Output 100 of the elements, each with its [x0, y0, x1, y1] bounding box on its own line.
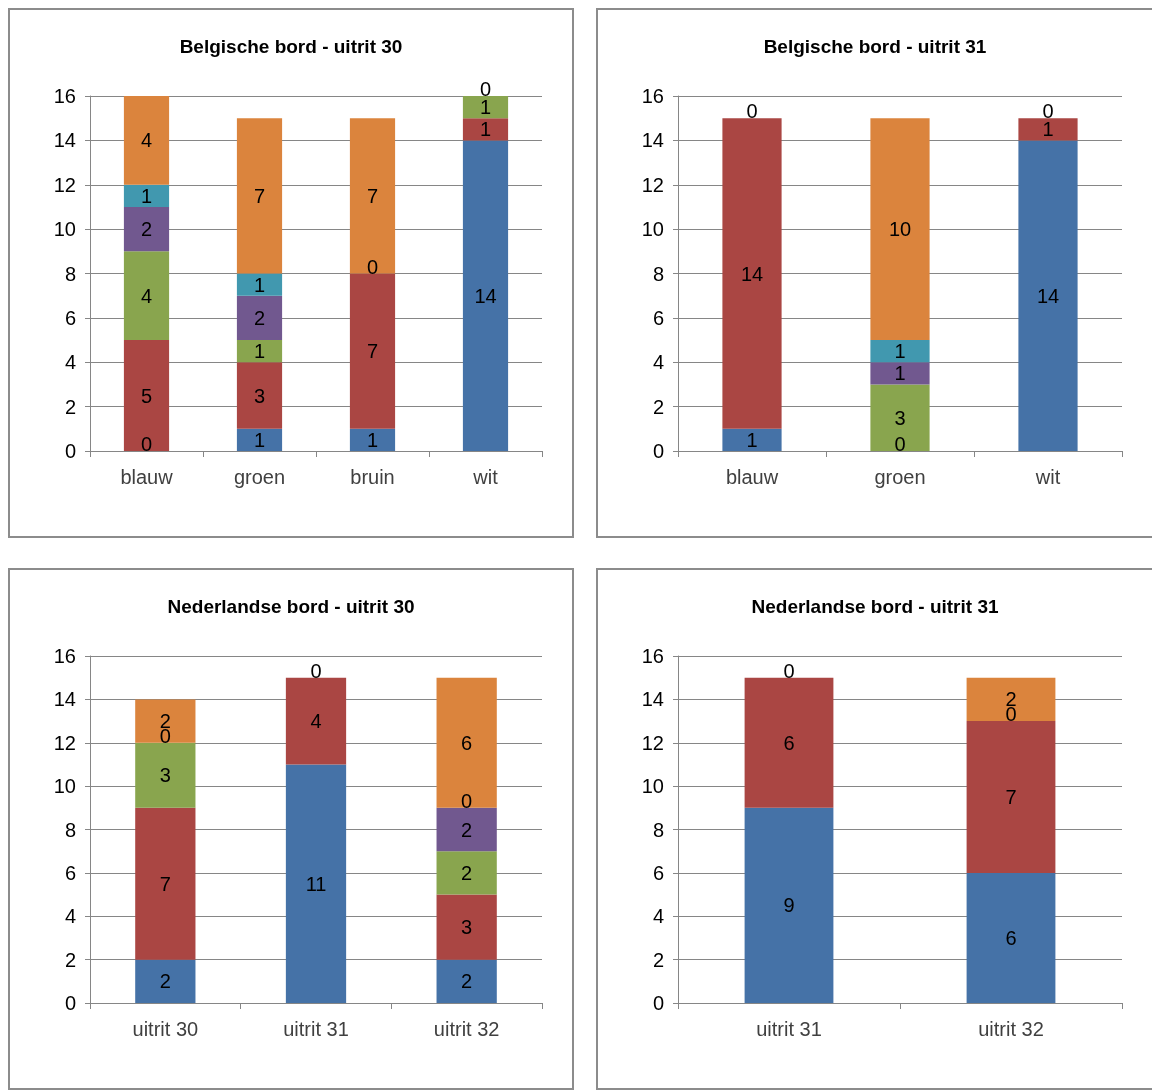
y-tick-label: 8: [64, 818, 76, 841]
bar: [236, 295, 283, 341]
annotation: 0: [310, 659, 322, 682]
bar: [123, 184, 170, 207]
y-tick-label: 16: [641, 85, 664, 107]
annotation: 0: [366, 255, 379, 278]
x-tick-label: uitrit 32: [433, 1018, 500, 1040]
data-label: 1: [253, 428, 266, 451]
data-label: 2: [159, 970, 171, 993]
bar: [744, 677, 834, 808]
x-tick-label: wit: [1034, 466, 1061, 488]
bar: [436, 677, 497, 808]
bar: [236, 273, 283, 296]
y-tick-label: 6: [64, 306, 76, 329]
bar: [285, 764, 347, 1003]
data-label: 6: [783, 731, 795, 754]
data-label: 2: [140, 218, 153, 241]
annotation: 0: [783, 659, 795, 682]
data-label: 1: [253, 273, 266, 296]
bar: [462, 140, 509, 451]
x-tick-label: wit: [472, 466, 499, 488]
data-label: 1: [140, 184, 153, 207]
y-tick-label: 6: [652, 306, 664, 329]
x-tick-label: uitrit 32: [978, 1018, 1044, 1040]
y-tick-label: 10: [53, 218, 76, 241]
data-label: 3: [461, 916, 473, 939]
y-tick-label: 10: [641, 218, 664, 241]
bar: [349, 273, 396, 429]
bar: [285, 677, 347, 765]
data-label: 1: [894, 362, 906, 385]
bar: [1018, 140, 1078, 451]
y-tick-label: 10: [641, 775, 664, 798]
y-tick-label: 0: [64, 440, 76, 462]
x-tick-label: blauw: [120, 466, 174, 488]
x-tick-label: bruin: [350, 466, 395, 488]
bar: [436, 894, 497, 960]
data-label: 2: [461, 861, 473, 884]
y-tick-label: 10: [53, 775, 76, 798]
bar: [236, 340, 283, 363]
bar: [870, 118, 930, 341]
bar: [135, 742, 196, 808]
annotation: 0: [140, 433, 153, 455]
bar: [462, 96, 509, 119]
data-label: 1: [479, 118, 492, 141]
data-label: 3: [894, 406, 906, 429]
y-tick-label: 12: [641, 731, 664, 754]
y-tick-label: 12: [641, 173, 664, 196]
y-tick-label: 12: [53, 173, 76, 196]
data-label: 14: [1036, 284, 1060, 307]
bar: [236, 362, 283, 429]
annotation: 0: [894, 433, 906, 455]
data-label: 1: [746, 428, 758, 451]
x-tick-label: uitrit 30: [132, 1018, 199, 1040]
chart-title: Nederlandse bord - uitrit 31: [751, 596, 999, 617]
y-tick-label: 12: [53, 731, 76, 754]
y-tick-label: 14: [641, 688, 664, 711]
data-label: 4: [140, 129, 153, 152]
data-label: 1: [253, 340, 266, 363]
bar: [436, 807, 497, 852]
data-label: 6: [1005, 926, 1017, 949]
x-tick-label: uitrit 31: [283, 1018, 349, 1040]
bar: [349, 118, 396, 274]
data-label: 7: [366, 184, 379, 207]
bar: [436, 959, 497, 1003]
data-label: 5: [140, 384, 153, 407]
bar: [966, 872, 1056, 1003]
y-tick-label: 6: [64, 861, 76, 884]
bar: [349, 428, 396, 451]
y-tick-label: 14: [53, 688, 76, 711]
data-label: 1: [366, 428, 379, 451]
bar: [135, 959, 196, 1003]
y-tick-label: 8: [64, 262, 76, 285]
annotation: 0: [746, 100, 758, 123]
y-tick-label: 4: [652, 351, 664, 374]
x-tick-label: blauw: [725, 466, 779, 488]
bar: [123, 206, 170, 252]
bar: [1018, 118, 1078, 141]
y-tick-label: 0: [652, 992, 664, 1014]
data-label: 2: [253, 306, 266, 329]
bar: [722, 428, 782, 451]
data-label: 14: [740, 262, 764, 285]
data-label: 2: [461, 970, 473, 993]
y-tick-label: 2: [64, 395, 76, 418]
data-label: 3: [253, 384, 266, 407]
y-tick-label: 4: [652, 905, 664, 928]
y-tick-label: 2: [652, 395, 664, 418]
x-tick-label: uitrit 31: [756, 1018, 822, 1040]
y-tick-label: 16: [53, 645, 76, 667]
y-tick-label: 16: [53, 85, 76, 107]
y-tick-label: 14: [53, 129, 76, 152]
data-label: 7: [366, 340, 379, 363]
bar: [870, 384, 930, 451]
chart-title: Belgische bord - uitrit 31: [763, 36, 987, 57]
bar: [236, 118, 283, 274]
bar: [966, 721, 1056, 873]
bar: [966, 677, 1056, 722]
x-tick-label: groen: [233, 466, 286, 488]
x-tick-label: groen: [874, 466, 926, 488]
bar: [123, 251, 170, 341]
bar: [135, 807, 196, 960]
